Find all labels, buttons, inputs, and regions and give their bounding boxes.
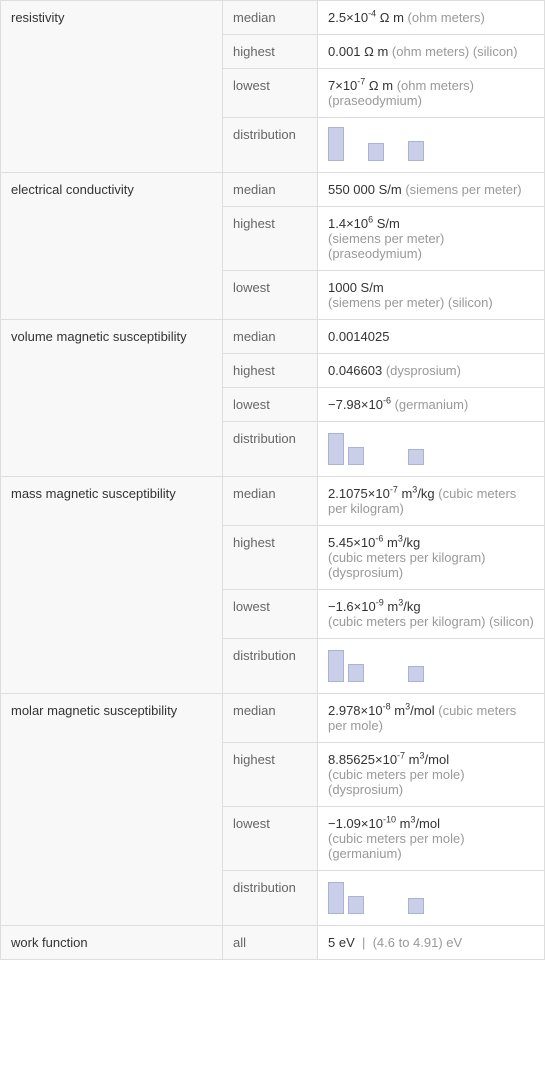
value-cell: 5 eV | (4.6 to 4.91) eV bbox=[318, 926, 545, 960]
value-cell: 2.1075×10-7 m3/kg (cubic meters per kilo… bbox=[318, 477, 545, 526]
stat-label-cell: highest bbox=[223, 207, 318, 271]
value-cell: 0.001 Ω m (ohm meters) (silicon) bbox=[318, 35, 545, 69]
distribution-bar bbox=[408, 666, 424, 682]
stat-label-cell: median bbox=[223, 477, 318, 526]
distribution-bar bbox=[348, 896, 364, 914]
distribution-bar bbox=[408, 898, 424, 914]
stat-label-cell: median bbox=[223, 173, 318, 207]
value-cell: 5.45×10-6 m3/kg(cubic meters per kilogra… bbox=[318, 526, 545, 590]
value-cell: 1.4×106 S/m(siemens per meter) (praseody… bbox=[318, 207, 545, 271]
property-name-cell: work function bbox=[1, 926, 223, 960]
stat-label-cell: lowest bbox=[223, 271, 318, 320]
stat-label-cell: lowest bbox=[223, 590, 318, 639]
stat-label-cell: median bbox=[223, 320, 318, 354]
value-cell: −1.6×10-9 m3/kg(cubic meters per kilogra… bbox=[318, 590, 545, 639]
distribution-bar bbox=[408, 141, 424, 161]
stat-label-cell: distribution bbox=[223, 118, 318, 173]
value-cell bbox=[318, 639, 545, 694]
property-name-cell: resistivity bbox=[1, 1, 223, 173]
value-cell: −1.09×10-10 m3/mol(cubic meters per mole… bbox=[318, 807, 545, 871]
distribution-bar bbox=[328, 650, 344, 682]
distribution-bar bbox=[328, 433, 344, 465]
value-cell: 550 000 S/m (siemens per meter) bbox=[318, 173, 545, 207]
stat-label-cell: highest bbox=[223, 354, 318, 388]
value-cell bbox=[318, 118, 545, 173]
table-row: electrical conductivitymedian550 000 S/m… bbox=[1, 173, 545, 207]
stat-label-cell: lowest bbox=[223, 69, 318, 118]
distribution-bar bbox=[368, 143, 384, 161]
stat-label-cell: highest bbox=[223, 35, 318, 69]
stat-label-cell: lowest bbox=[223, 388, 318, 422]
table-row: work functionall5 eV | (4.6 to 4.91) eV bbox=[1, 926, 545, 960]
stat-label-cell: highest bbox=[223, 526, 318, 590]
stat-label-cell: all bbox=[223, 926, 318, 960]
value-cell: 1000 S/m(siemens per meter) (silicon) bbox=[318, 271, 545, 320]
property-name-cell: electrical conductivity bbox=[1, 173, 223, 320]
value-cell: 8.85625×10-7 m3/mol(cubic meters per mol… bbox=[318, 743, 545, 807]
stat-label-cell: highest bbox=[223, 743, 318, 807]
value-cell: 2.5×10-4 Ω m (ohm meters) bbox=[318, 1, 545, 35]
stat-label-cell: lowest bbox=[223, 807, 318, 871]
distribution-chart bbox=[328, 648, 534, 684]
distribution-bar bbox=[328, 882, 344, 914]
distribution-chart bbox=[328, 431, 534, 467]
distribution-bar bbox=[348, 447, 364, 465]
property-name-cell: molar magnetic susceptibility bbox=[1, 694, 223, 926]
property-name-cell: volume magnetic susceptibility bbox=[1, 320, 223, 477]
distribution-bar bbox=[328, 127, 344, 161]
table-row: molar magnetic susceptibilitymedian2.978… bbox=[1, 694, 545, 743]
value-cell bbox=[318, 871, 545, 926]
distribution-bar bbox=[348, 664, 364, 682]
stat-label-cell: median bbox=[223, 694, 318, 743]
distribution-chart bbox=[328, 880, 534, 916]
table-row: mass magnetic susceptibilitymedian2.1075… bbox=[1, 477, 545, 526]
table-row: volume magnetic susceptibilitymedian0.00… bbox=[1, 320, 545, 354]
value-cell bbox=[318, 422, 545, 477]
property-name-cell: mass magnetic susceptibility bbox=[1, 477, 223, 694]
value-cell: 0.0014025 bbox=[318, 320, 545, 354]
distribution-bar bbox=[408, 449, 424, 465]
stat-label-cell: median bbox=[223, 1, 318, 35]
stat-label-cell: distribution bbox=[223, 422, 318, 477]
stat-label-cell: distribution bbox=[223, 871, 318, 926]
stat-label-cell: distribution bbox=[223, 639, 318, 694]
table-row: resistivitymedian2.5×10-4 Ω m (ohm meter… bbox=[1, 1, 545, 35]
value-cell: −7.98×10-6 (germanium) bbox=[318, 388, 545, 422]
value-cell: 2.978×10-8 m3/mol (cubic meters per mole… bbox=[318, 694, 545, 743]
value-cell: 0.046603 (dysprosium) bbox=[318, 354, 545, 388]
value-cell: 7×10-7 Ω m (ohm meters) (praseodymium) bbox=[318, 69, 545, 118]
properties-table: resistivitymedian2.5×10-4 Ω m (ohm meter… bbox=[0, 0, 545, 960]
distribution-chart bbox=[328, 127, 534, 163]
